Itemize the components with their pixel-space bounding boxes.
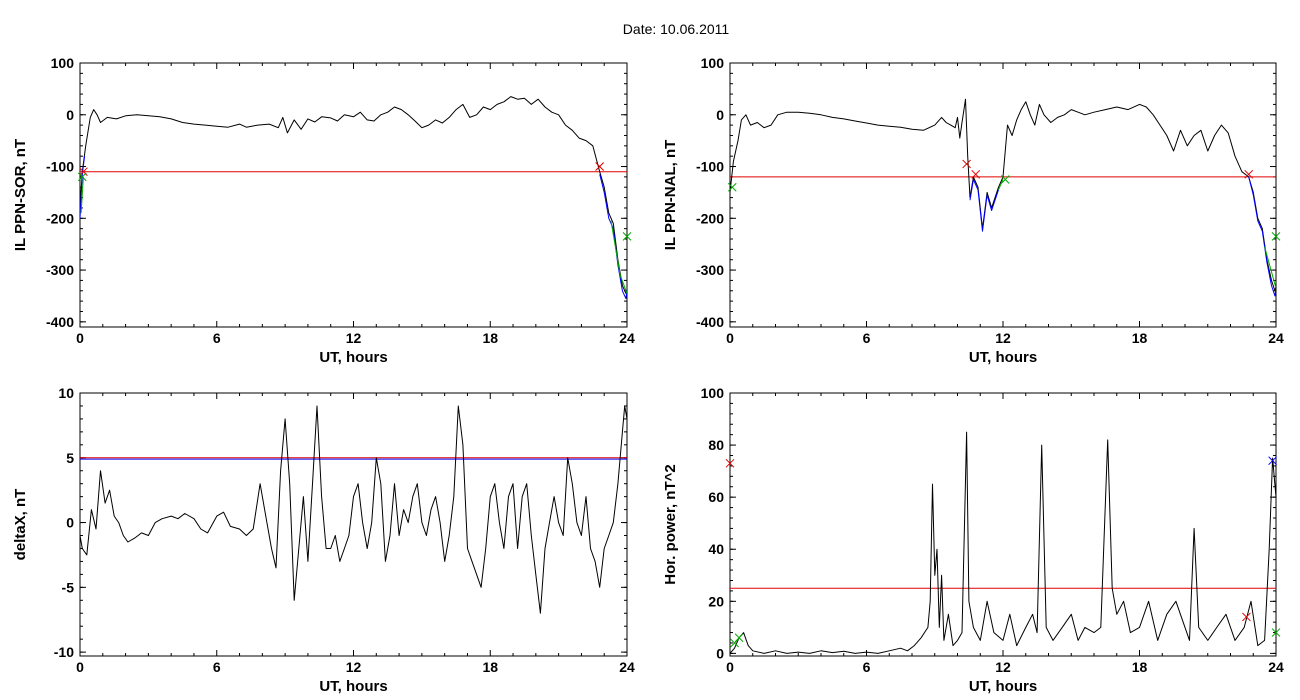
series-line-nal-0 bbox=[730, 98, 1276, 292]
y-tick-label: 100 bbox=[701, 55, 725, 71]
series-line-power-0 bbox=[730, 431, 1276, 654]
x-axis-label: UT, hours bbox=[319, 678, 387, 695]
y-tick-label: -5 bbox=[62, 579, 75, 595]
x-axis-label: UT, hours bbox=[969, 349, 1037, 366]
y-tick-label: -10 bbox=[54, 644, 74, 660]
series-line-sor-2 bbox=[80, 176, 84, 214]
y-tick-label: -200 bbox=[696, 210, 724, 226]
y-tick-label: -300 bbox=[46, 262, 74, 278]
panel-il-ppn-nal: 0 6 12 18 24 100 0 -100 -200 -300 -400 UT, hours IL … bbox=[662, 55, 1284, 366]
y-tick-label: 60 bbox=[708, 489, 724, 505]
cross-marker bbox=[727, 182, 737, 192]
x-axis-label: UT, hours bbox=[319, 349, 387, 366]
cross-marker bbox=[1242, 612, 1251, 622]
plot-area-power bbox=[730, 431, 1276, 654]
panel-il-ppn-sor: 0 6 12 18 24 100 0 -100 -200 -300 -400 UT, hours IL … bbox=[12, 55, 635, 366]
x-tick-label: 18 bbox=[482, 659, 498, 675]
series-line-sor-4 bbox=[610, 220, 627, 294]
plot-frame-sor bbox=[79, 62, 628, 328]
x-tick-label: 12 bbox=[346, 330, 362, 346]
series-line-nal-1 bbox=[969, 179, 999, 232]
cross-marker bbox=[725, 458, 735, 468]
cross-marker bbox=[595, 162, 605, 171]
y-tick-label: 40 bbox=[708, 541, 724, 557]
x-tick-label: 0 bbox=[726, 330, 734, 346]
y-tick-label: 0 bbox=[66, 107, 74, 123]
cross-marker bbox=[971, 169, 981, 179]
y-tick-label: -400 bbox=[46, 314, 74, 330]
cross-marker bbox=[622, 232, 632, 241]
panel-deltax: 0 6 12 18 24 10 5 0 -5 -10 UT, hours deltaX, nT bbox=[12, 385, 635, 695]
x-tick-label: 6 bbox=[213, 659, 221, 675]
cross-marker bbox=[1271, 628, 1281, 637]
y-tick-label: 20 bbox=[708, 593, 724, 609]
y-tick-label: 0 bbox=[716, 107, 724, 123]
cross-marker bbox=[1000, 175, 1010, 184]
x-tick-label: 12 bbox=[995, 659, 1011, 675]
x-axis-label: UT, hours bbox=[969, 678, 1037, 695]
cross-marker bbox=[1271, 232, 1281, 241]
y-tick-label: 100 bbox=[51, 55, 75, 71]
y-tick-label: -400 bbox=[696, 314, 724, 330]
series-line-nal-2 bbox=[998, 179, 1004, 191]
cross-marker bbox=[1244, 169, 1254, 179]
plot-frame-nal bbox=[729, 62, 1277, 328]
x-tick-label: 24 bbox=[619, 659, 635, 675]
y-axis-label: Hor. power, nT^2 bbox=[662, 464, 679, 584]
plot-area-sor bbox=[80, 96, 627, 299]
y-tick-label: 0 bbox=[66, 515, 74, 531]
x-tick-label: 18 bbox=[1132, 659, 1148, 675]
series-line-deltax-0 bbox=[80, 405, 627, 614]
y-tick-label: 5 bbox=[66, 450, 74, 466]
series-line-nal-4 bbox=[1264, 246, 1276, 289]
plot-area-deltax bbox=[80, 405, 627, 614]
x-tick-label: 6 bbox=[213, 330, 221, 346]
cross-marker bbox=[1268, 456, 1277, 466]
panel-hor-power: 0 6 12 18 24 100 80 60 40 20 0 UT, hours Hor. power,… bbox=[662, 385, 1284, 695]
x-tick-label: 18 bbox=[482, 330, 498, 346]
x-tick-label: 24 bbox=[1268, 330, 1284, 346]
x-tick-label: 6 bbox=[863, 330, 871, 346]
y-tick-label: 10 bbox=[58, 385, 74, 401]
x-tick-label: 6 bbox=[863, 659, 871, 675]
y-tick-label: 100 bbox=[701, 385, 725, 401]
y-tick-label: -200 bbox=[46, 210, 74, 226]
plot-area-nal bbox=[730, 98, 1276, 297]
x-tick-label: 0 bbox=[76, 330, 84, 346]
x-tick-label: 0 bbox=[76, 659, 84, 675]
cross-marker bbox=[734, 633, 744, 643]
plot-frame-deltax bbox=[79, 392, 628, 657]
series-line-nal-3 bbox=[1248, 176, 1276, 297]
series-line-sor-1 bbox=[80, 156, 86, 219]
y-axis-label: deltaX, nT bbox=[12, 489, 29, 561]
y-tick-label: 80 bbox=[708, 437, 724, 453]
plot-frame-power bbox=[729, 392, 1277, 657]
y-tick-label: -300 bbox=[696, 262, 724, 278]
cross-marker bbox=[79, 167, 88, 177]
y-axis-label: IL PPN-NAL, nT bbox=[662, 140, 679, 251]
x-tick-label: 18 bbox=[1132, 330, 1148, 346]
series-line-sor-0 bbox=[80, 96, 627, 294]
figure-title: Date: 10.06.2011 bbox=[623, 21, 730, 37]
y-tick-label: -100 bbox=[46, 159, 74, 175]
x-tick-label: 24 bbox=[1268, 659, 1284, 675]
cross-marker bbox=[962, 159, 971, 169]
x-tick-label: 24 bbox=[619, 330, 635, 346]
x-tick-label: 12 bbox=[995, 330, 1011, 346]
cross-marker bbox=[77, 172, 87, 182]
y-tick-label: 0 bbox=[716, 645, 724, 661]
x-tick-label: 12 bbox=[346, 659, 362, 675]
y-axis-label: IL PPN-SOR, nT bbox=[12, 139, 29, 251]
x-tick-label: 0 bbox=[726, 659, 734, 675]
y-tick-label: -100 bbox=[696, 159, 724, 175]
